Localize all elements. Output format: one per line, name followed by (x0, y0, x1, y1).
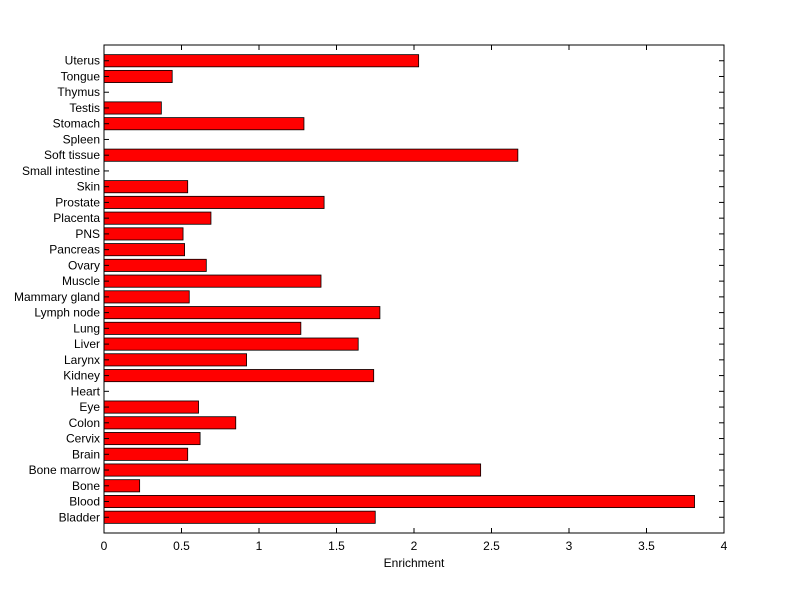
y-tick-label: Heart (71, 384, 101, 398)
x-tick-label: 1.5 (328, 539, 345, 553)
bar-cervix (103, 432, 201, 446)
bar-ovary (103, 258, 207, 272)
y-tick-label: Ovary (68, 258, 100, 272)
y-tick-label: Larynx (64, 353, 100, 367)
bar-uterus (103, 54, 420, 68)
y-tick-label: Small intestine (22, 164, 100, 178)
bar-pns (103, 227, 184, 241)
y-tick-label: Bladder (59, 510, 100, 524)
bar-tongue (103, 69, 173, 83)
y-tick-label: Bone marrow (29, 463, 101, 477)
bar-bone (103, 479, 141, 493)
y-tick-label: Prostate (55, 195, 100, 209)
bar-bone-marrow (103, 463, 482, 477)
bar-testis (103, 101, 162, 115)
x-tick-label: 1 (256, 539, 263, 553)
y-tick-label: Blood (69, 495, 100, 509)
x-tick-label: 2 (411, 539, 418, 553)
y-tick-label: Pancreas (49, 243, 100, 257)
y-tick-label: Thymus (57, 85, 100, 99)
x-tick-label: 0 (101, 539, 108, 553)
x-axis-label: Enrichment (384, 556, 445, 570)
y-tick-label: Stomach (53, 117, 100, 131)
bar-colon (103, 416, 237, 430)
y-tick-label: Bone (72, 479, 100, 493)
bar-lung (103, 321, 302, 335)
y-tick-label: Colon (69, 416, 100, 430)
y-tick-label: Uterus (65, 54, 100, 68)
bar-stomach (103, 117, 305, 131)
bar-lymph-node (103, 306, 381, 320)
y-tick-label: Cervix (66, 432, 100, 446)
bar-kidney (103, 369, 375, 383)
y-tick-label: PNS (75, 227, 100, 241)
plot-frame (103, 44, 725, 534)
bar-pancreas (103, 243, 185, 257)
y-tick-label: Mammary gland (14, 290, 100, 304)
x-axis-ticks: 0 0.5 1 1.5 2 2.5 3 3.5 4 (101, 45, 728, 553)
x-tick-label: 3 (566, 539, 573, 553)
x-tick-label: 0.5 (173, 539, 190, 553)
bar-blood (103, 495, 695, 509)
bar-liver (103, 337, 359, 351)
x-tick-label: 3.5 (638, 539, 655, 553)
y-tick-label: Tongue (61, 69, 101, 83)
y-tick-label: Brain (72, 447, 100, 461)
y-tick-label: Skin (77, 180, 100, 194)
x-tick-label: 2.5 (483, 539, 500, 553)
y-tick-label: Muscle (62, 274, 100, 288)
bar-muscle (103, 274, 322, 288)
y-tick-label: Lung (73, 321, 100, 335)
y-tick-label: Testis (69, 101, 100, 115)
bar-placenta (103, 211, 212, 225)
bar-bladder (103, 510, 376, 524)
y-tick-label: Soft tissue (44, 148, 100, 162)
bar-prostate (103, 195, 325, 209)
y-tick-label: Eye (79, 400, 100, 414)
bar-larynx (103, 353, 248, 367)
bar-mammary-gland (103, 290, 190, 304)
y-tick-label: Liver (74, 337, 100, 351)
y-tick-label: Placenta (53, 211, 100, 225)
y-tick-label: Spleen (63, 132, 100, 146)
x-tick-label: 4 (721, 539, 728, 553)
y-tick-label: Kidney (63, 369, 100, 383)
bar-skin (103, 180, 189, 194)
y-tick-label: Lymph node (34, 306, 100, 320)
bar-eye (103, 400, 199, 414)
bar-soft-tissue (103, 148, 519, 162)
bar-brain (103, 447, 189, 461)
